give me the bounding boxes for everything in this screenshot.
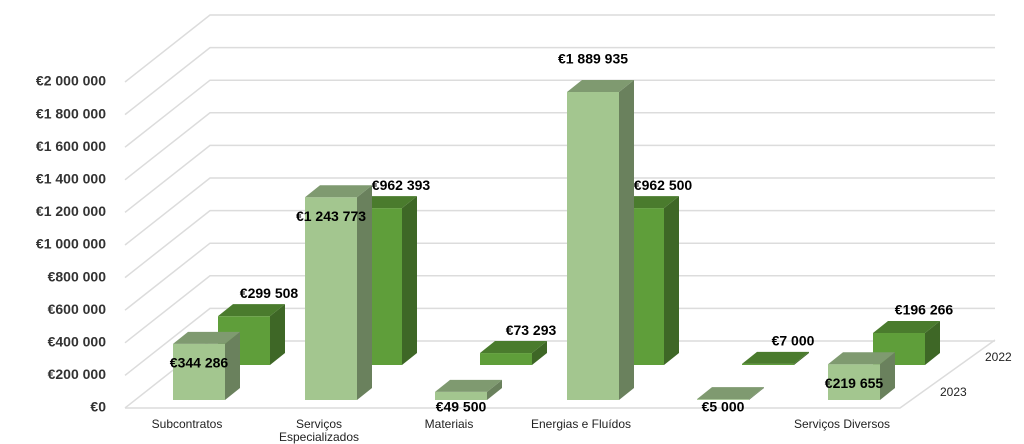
x-tick-label: Subcontratos: [152, 417, 223, 431]
bar-side: [880, 352, 895, 400]
bar-side: [925, 321, 940, 365]
grid-line: [124, 46, 995, 116]
bar-side: [402, 196, 417, 365]
y-tick-label: €600 000: [48, 301, 107, 317]
x-tick-label: Energias e Fluídos: [531, 417, 631, 431]
y-tick-label: €400 000: [48, 334, 107, 350]
depth-label: 2023: [940, 385, 967, 399]
y-tick-label: €1 400 000: [36, 171, 106, 187]
value-label: €73 293: [506, 322, 557, 338]
y-tick-label: €200 000: [48, 366, 107, 382]
floor-edge: [125, 339, 996, 409]
grid-line: [124, 307, 995, 376]
bar-top: [173, 331, 240, 344]
grid-line: [124, 112, 995, 181]
bar-top: [873, 321, 940, 334]
bar-3d: [173, 331, 240, 400]
bar-side: [664, 196, 679, 365]
y-tick-label: €0: [90, 399, 106, 415]
grid-line: [124, 242, 995, 311]
x-tick-label: Materiais: [425, 417, 474, 431]
bar: [567, 91, 619, 400]
bar-side: [487, 379, 502, 400]
bar-side: [749, 387, 764, 400]
value-label: €1 889 935: [558, 51, 628, 67]
y-tick-label: €1 800 000: [36, 105, 106, 121]
grid-line: [124, 14, 995, 83]
value-label: €5 000: [702, 399, 745, 415]
value-label: €219 655: [825, 375, 884, 391]
bar-3d: [305, 185, 372, 400]
y-tick-label: €2 000 000: [36, 73, 106, 89]
y-tick-label: €1 000 000: [36, 236, 106, 252]
bar-top: [480, 341, 547, 354]
bar-3d: [480, 341, 547, 365]
bar-top: [828, 352, 895, 365]
value-label: €49 500: [436, 399, 487, 415]
grid-line: [124, 275, 995, 344]
bar-3d: [567, 79, 634, 400]
bar-top: [697, 387, 764, 400]
bar: [480, 353, 532, 365]
bar-3d: [828, 352, 895, 400]
bar-side: [225, 331, 240, 400]
bar-top: [218, 304, 285, 317]
bar-3d: [435, 379, 502, 400]
depth-label: 2022: [985, 350, 1012, 364]
value-label: €962 393: [372, 177, 431, 193]
bar: [173, 343, 225, 400]
bar: [828, 364, 880, 400]
grid-line: [124, 79, 995, 148]
value-label: €1 243 773: [296, 208, 366, 224]
bar-3d: [697, 387, 764, 400]
bar: [697, 399, 749, 400]
bar: [305, 197, 357, 400]
value-label: €344 286: [170, 355, 229, 371]
x-tick-label: Serviços Diversos: [794, 417, 890, 431]
bar-side: [619, 79, 634, 400]
grid-line: [124, 209, 995, 279]
value-label: €299 508: [240, 285, 299, 301]
bar: [435, 391, 487, 400]
grid-line: [124, 177, 995, 246]
bar: [742, 363, 794, 365]
value-label: €962 500: [634, 177, 693, 193]
y-tick-label: €1 600 000: [36, 138, 106, 154]
bar-side: [357, 185, 372, 400]
bar-top: [305, 185, 372, 198]
bar-3d: [742, 351, 809, 365]
value-label: €196 266: [895, 302, 954, 318]
y-tick-label: €1 200 000: [36, 203, 106, 219]
bar-side: [794, 351, 809, 365]
bar-top: [742, 351, 809, 364]
x-tick-label: Serviços Especializados: [279, 417, 359, 444]
bar-top: [435, 379, 502, 392]
bar-top: [567, 79, 634, 92]
grid-line: [124, 144, 995, 213]
value-label: €7 000: [772, 333, 815, 349]
bar-side: [270, 304, 285, 365]
y-tick-label: €800 000: [48, 268, 107, 284]
bar-side: [532, 341, 547, 365]
